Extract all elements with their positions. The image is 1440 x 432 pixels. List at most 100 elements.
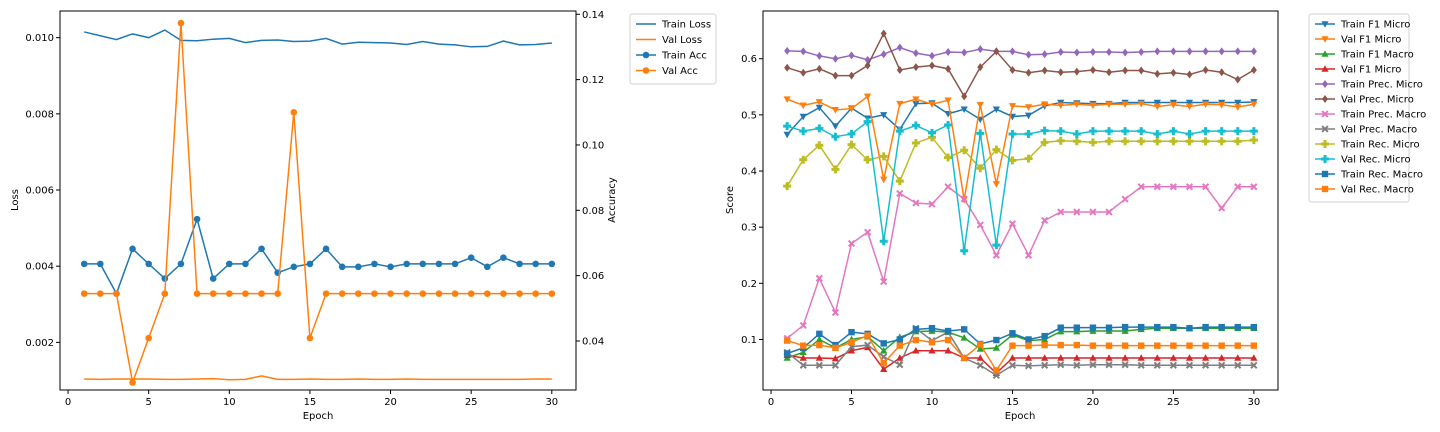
- series-train-prec-macro: [783, 183, 1258, 342]
- data-point: [911, 138, 920, 147]
- data-point: [1008, 129, 1017, 138]
- data-point: [338, 263, 346, 271]
- loss-ylabel: Loss: [10, 189, 21, 211]
- x-tick-label: 5: [146, 397, 152, 408]
- data-point: [945, 47, 952, 56]
- legend-marker: [1321, 21, 1329, 28]
- legend-item: Train F1 Micro: [1315, 20, 1410, 31]
- data-point: [1122, 66, 1129, 75]
- data-point: [532, 290, 539, 297]
- data-point: [1201, 137, 1210, 146]
- data-point: [435, 290, 443, 297]
- data-point: [945, 64, 952, 73]
- y-tick-label: 0.2: [741, 279, 757, 290]
- data-point: [912, 326, 920, 333]
- data-point: [1250, 65, 1257, 74]
- y-tick-label: 0.4: [741, 167, 757, 178]
- data-point: [1105, 361, 1113, 369]
- data-point: [800, 342, 807, 349]
- legend-label: Train Prec. Macro: [1340, 110, 1426, 121]
- data-point: [977, 63, 984, 72]
- series-line-val-f1-micro: [786, 95, 1254, 200]
- legend-label: Val F1 Micro: [1341, 65, 1401, 76]
- data-point: [1089, 342, 1097, 349]
- data-point: [484, 290, 491, 297]
- x-tick-label: 0: [65, 397, 71, 408]
- data-point: [993, 336, 1000, 344]
- score-ylabel: Score: [725, 186, 736, 214]
- data-point: [816, 64, 823, 73]
- data-point: [1073, 48, 1080, 57]
- data-point: [1153, 137, 1162, 146]
- data-point: [1250, 323, 1258, 331]
- data-point: [1250, 101, 1258, 109]
- data-point: [1201, 127, 1210, 136]
- data-point: [1169, 183, 1177, 191]
- data-point: [1073, 101, 1081, 109]
- data-point: [895, 177, 904, 186]
- data-point: [1121, 342, 1129, 349]
- data-point: [129, 379, 136, 386]
- y2-tick-label: 0.10: [582, 140, 604, 151]
- data-point: [113, 290, 120, 297]
- data-point: [1041, 354, 1049, 361]
- data-point: [193, 290, 201, 297]
- score-frame: [762, 10, 1279, 391]
- y-tick-label: 0.006: [25, 186, 54, 197]
- legend-label: Train Prec. Micro: [1340, 80, 1423, 91]
- data-point: [879, 152, 888, 161]
- data-point: [1025, 50, 1032, 59]
- data-point: [1185, 354, 1194, 361]
- data-point: [1105, 127, 1114, 136]
- data-point: [1169, 127, 1178, 136]
- data-point: [863, 155, 872, 164]
- data-point: [1024, 251, 1033, 259]
- data-point: [960, 326, 968, 333]
- data-point: [960, 106, 968, 114]
- data-point: [548, 290, 556, 297]
- data-point: [1024, 354, 1033, 361]
- score-plot-area: [783, 29, 1258, 380]
- data-point: [193, 215, 201, 223]
- loss-accuracy-x-axis: 0 5 10 15 20 25 30: [65, 390, 558, 408]
- data-point: [1025, 68, 1032, 77]
- legend-item: Val Prec. Micro: [1315, 95, 1414, 106]
- data-point: [80, 290, 88, 297]
- data-point: [1250, 361, 1258, 369]
- data-point: [1217, 127, 1226, 136]
- data-point: [1121, 101, 1129, 109]
- data-point: [1009, 330, 1016, 337]
- data-point: [912, 49, 919, 58]
- data-point: [1073, 208, 1081, 216]
- legend-marker: [642, 67, 650, 74]
- legend-item: Train Loss: [636, 20, 711, 31]
- data-point: [1218, 323, 1225, 331]
- data-point: [403, 260, 410, 268]
- data-point: [912, 336, 920, 344]
- data-point: [848, 328, 855, 336]
- data-point: [880, 359, 887, 367]
- legend-marker: [1322, 80, 1328, 88]
- data-point: [1201, 183, 1210, 191]
- data-point: [97, 260, 104, 268]
- data-point: [831, 354, 840, 362]
- data-point: [1138, 342, 1145, 349]
- data-point: [1185, 361, 1194, 369]
- data-point: [815, 124, 824, 133]
- legend-label: Val Prec. Macro: [1341, 125, 1417, 136]
- data-point: [1186, 325, 1193, 332]
- data-point: [209, 290, 217, 297]
- data-point: [161, 290, 169, 297]
- data-point: [1234, 47, 1241, 56]
- legend-marker: [1321, 50, 1329, 57]
- data-point: [880, 112, 888, 119]
- data-point: [1024, 129, 1033, 138]
- data-point: [816, 51, 823, 60]
- data-point: [1073, 67, 1080, 76]
- legend-marker: [1322, 95, 1328, 103]
- series-line-val-loss: [84, 375, 552, 381]
- loss-accuracy-legend: Train Loss Val Loss Train Acc Val Acc: [629, 13, 717, 85]
- data-point: [912, 199, 920, 207]
- data-point: [371, 260, 378, 268]
- data-point: [911, 121, 920, 130]
